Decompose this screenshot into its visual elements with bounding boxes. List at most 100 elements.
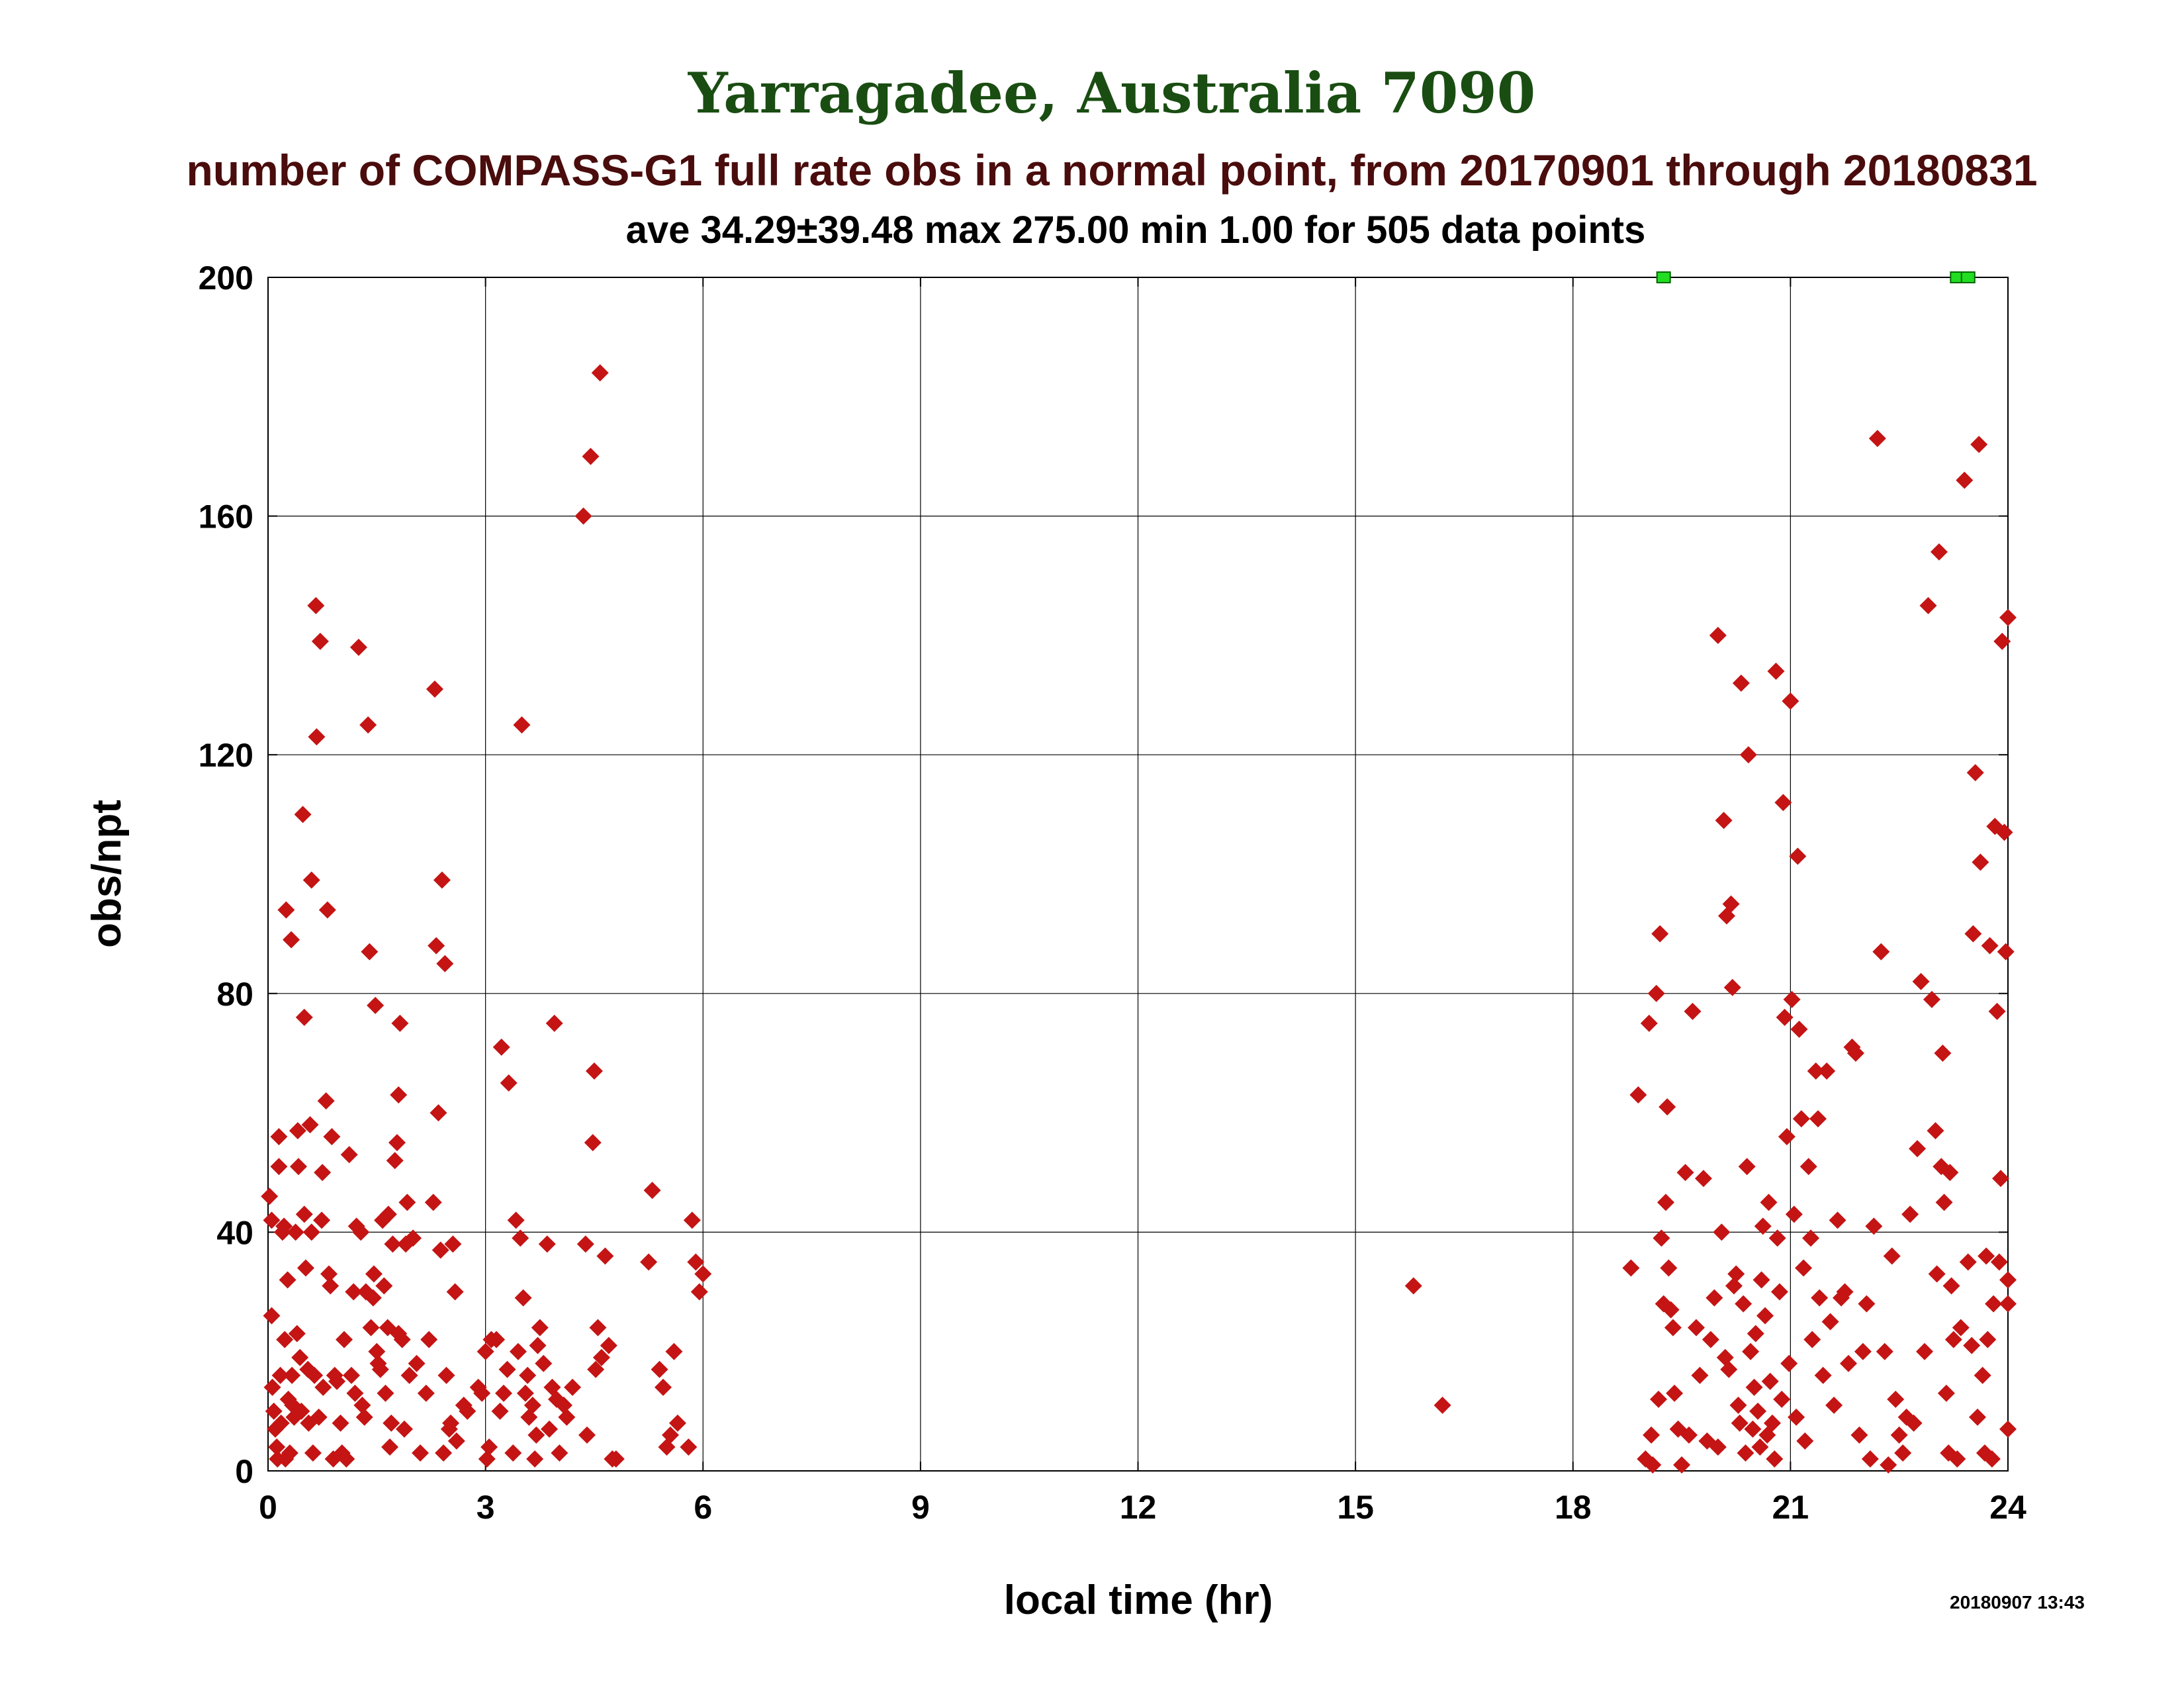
- chart-stats: ave 34.29±39.48 max 275.00 min 1.00 for …: [626, 209, 1646, 252]
- data-point: [317, 1092, 335, 1110]
- data-point: [1643, 1426, 1661, 1444]
- data-point: [408, 1354, 426, 1372]
- data-point: [1995, 823, 2013, 841]
- data-point: [500, 1074, 518, 1092]
- data-point: [535, 1354, 553, 1372]
- data-point: [1694, 1170, 1712, 1188]
- data-point: [592, 1348, 610, 1366]
- data-point: [507, 1211, 525, 1229]
- data-point: [1691, 1366, 1709, 1384]
- data-point: [694, 1265, 712, 1283]
- data-point: [665, 1342, 683, 1360]
- data-point: [1731, 1414, 1749, 1432]
- data-point: [444, 1235, 462, 1253]
- data-point: [1887, 1390, 1905, 1408]
- data-point: [1923, 990, 1940, 1008]
- data-point: [1811, 1289, 1829, 1307]
- data-point: [390, 1086, 408, 1104]
- data-point: [1979, 1331, 1997, 1348]
- data-point: [1846, 1044, 1864, 1062]
- data-point: [1999, 1420, 2017, 1438]
- data-point: [1959, 1253, 1977, 1271]
- data-point: [1999, 1271, 2017, 1289]
- data-point: [512, 1229, 529, 1247]
- data-point: [365, 1265, 383, 1283]
- data-point: [424, 1194, 442, 1211]
- data-point: [1799, 1158, 1817, 1176]
- data-point: [328, 1372, 346, 1390]
- data-point: [270, 1128, 288, 1146]
- data-point: [584, 1134, 602, 1152]
- y-tick-label: 160: [199, 498, 253, 536]
- data-point: [310, 1408, 328, 1426]
- data-point: [1985, 1295, 2003, 1313]
- data-point: [287, 1223, 304, 1241]
- data-point: [1722, 895, 1740, 913]
- chart-title: Yarragadee, Australia 7090: [688, 60, 1535, 126]
- data-point: [509, 1342, 527, 1360]
- data-point: [263, 1211, 281, 1229]
- data-point: [359, 716, 377, 734]
- data-point: [1651, 925, 1669, 943]
- data-point: [1963, 1336, 1981, 1354]
- data-point: [1807, 1062, 1825, 1080]
- data-point: [687, 1253, 705, 1271]
- data-point: [361, 943, 379, 961]
- data-point: [600, 1336, 617, 1354]
- data-point: [293, 1402, 310, 1420]
- data-point: [398, 1194, 416, 1211]
- data-point: [1993, 632, 2011, 650]
- data-point: [1713, 1223, 1731, 1241]
- data-point: [1790, 1020, 1808, 1038]
- data-point: [1742, 1342, 1760, 1360]
- y-axis-ticks: 0 40 80 120 160 200: [199, 259, 2008, 1490]
- x-tick-label: 3: [477, 1489, 495, 1526]
- offscale-markers: [1656, 271, 1976, 283]
- data-point: [318, 901, 336, 919]
- data-point: [564, 1378, 582, 1396]
- timestamp: 20180907 13:43: [1950, 1592, 2085, 1613]
- data-point: [302, 1223, 320, 1241]
- data-point: [338, 1450, 355, 1468]
- data-point: [491, 1402, 509, 1420]
- data-point: [1821, 1313, 1839, 1331]
- data-point: [1773, 1390, 1791, 1408]
- data-point: [690, 1283, 708, 1301]
- data-point: [404, 1229, 422, 1247]
- data-point: [270, 1158, 288, 1176]
- x-axis-label: local time (hr): [1004, 1577, 1273, 1623]
- data-point: [1676, 1164, 1694, 1182]
- data-point: [393, 1331, 411, 1348]
- x-tick-label: 24: [1989, 1489, 2026, 1526]
- data-point: [430, 1104, 447, 1122]
- y-tick-label: 40: [216, 1214, 253, 1251]
- data-point: [296, 1259, 314, 1277]
- data-point: [323, 1128, 341, 1146]
- data-point: [306, 1366, 324, 1384]
- data-point: [1738, 1158, 1756, 1176]
- data-point: [1664, 1319, 1682, 1336]
- data-point: [294, 806, 312, 823]
- data-point: [302, 871, 320, 889]
- data-point: [558, 1408, 576, 1426]
- data-point: [1629, 1086, 1647, 1104]
- data-point: [1770, 1283, 1788, 1301]
- data-point: [1825, 1396, 1843, 1414]
- data-point: [607, 1450, 625, 1468]
- data-point: [578, 1426, 596, 1444]
- data-point: [271, 1366, 289, 1384]
- data-point: [1916, 1342, 1934, 1360]
- y-tick-label: 0: [235, 1453, 253, 1490]
- data-point: [1684, 1002, 1702, 1020]
- data-point: [1725, 1277, 1743, 1295]
- data-point: [1868, 430, 1886, 447]
- data-point: [346, 1384, 364, 1402]
- x-tick-label: 18: [1555, 1489, 1592, 1526]
- data-point: [1818, 1062, 1836, 1080]
- data-point: [1732, 675, 1750, 692]
- data-point: [591, 364, 609, 382]
- data-point: [683, 1211, 701, 1229]
- data-point: [1858, 1295, 1876, 1313]
- data-point: [1909, 1140, 1927, 1158]
- data-point: [1941, 1164, 1959, 1182]
